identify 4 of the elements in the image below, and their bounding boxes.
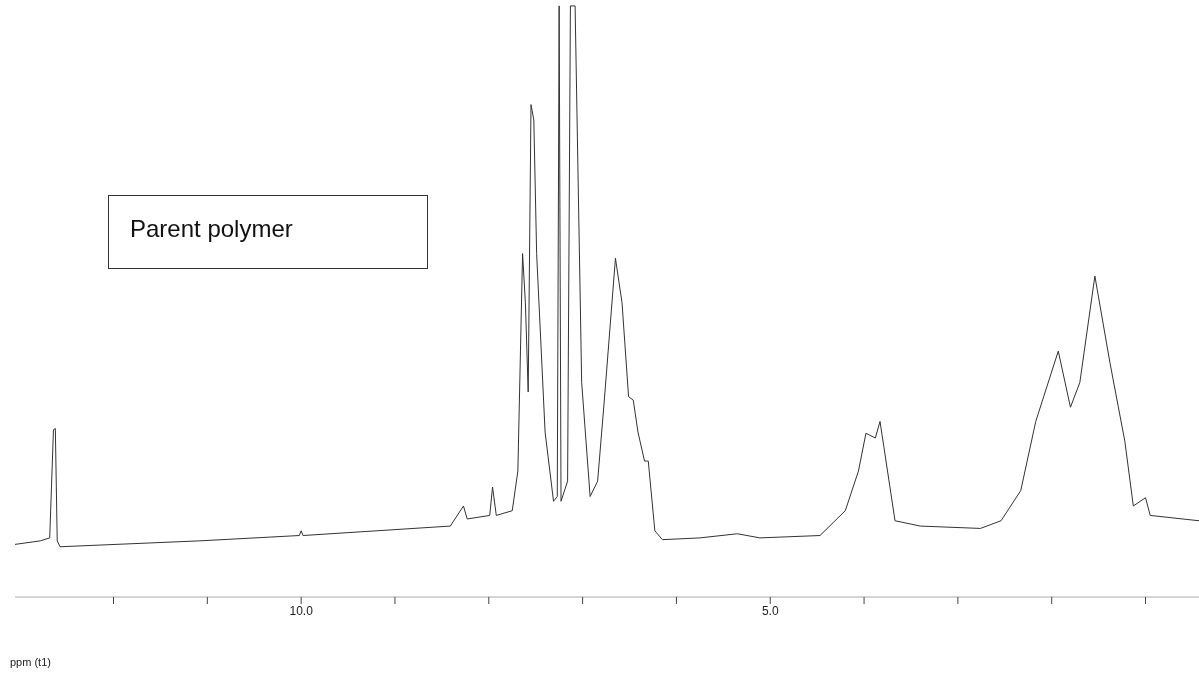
x-tick-label: 5.0 [761,603,779,618]
x-tick-label: 10.0 [289,603,314,618]
annotation: Parent polymer [130,215,293,243]
x-axis-title: ppm (t1) [10,656,51,668]
